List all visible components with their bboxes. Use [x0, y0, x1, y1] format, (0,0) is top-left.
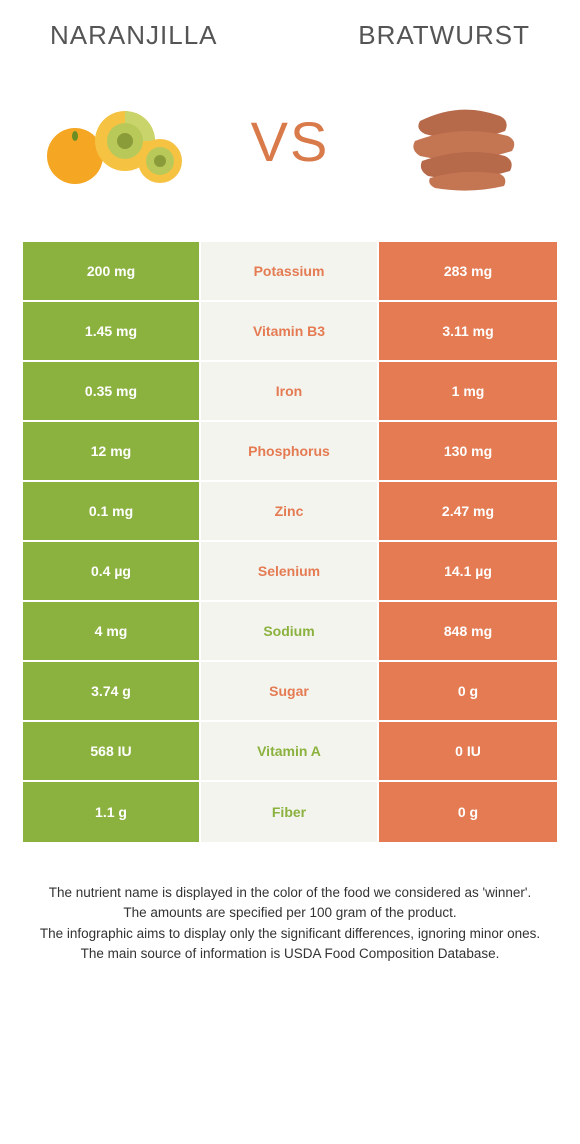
nutrient-label: Zinc: [201, 482, 379, 540]
right-value: 2.47 mg: [379, 482, 557, 540]
left-value: 0.1 mg: [23, 482, 201, 540]
table-row: 1.1 gFiber0 g: [23, 782, 557, 842]
left-value: 568 IU: [23, 722, 201, 780]
table-row: 0.35 mgIron1 mg: [23, 362, 557, 422]
table-row: 568 IUVitamin A0 IU: [23, 722, 557, 782]
left-value: 0.4 µg: [23, 542, 201, 600]
footnote-line: The nutrient name is displayed in the co…: [28, 883, 552, 903]
right-value: 848 mg: [379, 602, 557, 660]
footnote-line: The infographic aims to display only the…: [28, 924, 552, 944]
left-value: 3.74 g: [23, 662, 201, 720]
table-row: 0.1 mgZinc2.47 mg: [23, 482, 557, 542]
nutrition-table: 200 mgPotassium283 mg1.45 mgVitamin B33.…: [22, 241, 558, 843]
nutrient-label: Fiber: [201, 782, 379, 842]
footnote-line: The amounts are specified per 100 gram o…: [28, 903, 552, 923]
naranjilla-image: [40, 81, 190, 201]
right-value: 3.11 mg: [379, 302, 557, 360]
right-value: 14.1 µg: [379, 542, 557, 600]
right-value: 0 g: [379, 782, 557, 842]
table-row: 200 mgPotassium283 mg: [23, 242, 557, 302]
footnote: The nutrient name is displayed in the co…: [28, 883, 552, 964]
right-food-title: BRATWURST: [358, 20, 530, 51]
table-row: 3.74 gSugar0 g: [23, 662, 557, 722]
nutrient-label: Sodium: [201, 602, 379, 660]
nutrient-label: Vitamin B3: [201, 302, 379, 360]
nutrient-label: Sugar: [201, 662, 379, 720]
nutrient-label: Iron: [201, 362, 379, 420]
table-row: 1.45 mgVitamin B33.11 mg: [23, 302, 557, 362]
nutrient-label: Selenium: [201, 542, 379, 600]
nutrient-label: Potassium: [201, 242, 379, 300]
right-value: 0 g: [379, 662, 557, 720]
right-value: 283 mg: [379, 242, 557, 300]
footnote-line: The main source of information is USDA F…: [28, 944, 552, 964]
hero-row: VS: [0, 61, 580, 241]
nutrient-label: Phosphorus: [201, 422, 379, 480]
vs-label: VS: [251, 109, 330, 174]
header: NARANJILLA BRATWURST: [0, 0, 580, 61]
right-value: 0 IU: [379, 722, 557, 780]
left-value: 0.35 mg: [23, 362, 201, 420]
left-value: 200 mg: [23, 242, 201, 300]
left-value: 4 mg: [23, 602, 201, 660]
table-row: 4 mgSodium848 mg: [23, 602, 557, 662]
left-value: 1.1 g: [23, 782, 201, 842]
table-row: 12 mgPhosphorus130 mg: [23, 422, 557, 482]
right-value: 1 mg: [379, 362, 557, 420]
nutrient-label: Vitamin A: [201, 722, 379, 780]
left-value: 1.45 mg: [23, 302, 201, 360]
bratwurst-image: [390, 81, 540, 201]
table-row: 0.4 µgSelenium14.1 µg: [23, 542, 557, 602]
left-food-title: NARANJILLA: [50, 20, 218, 51]
right-value: 130 mg: [379, 422, 557, 480]
left-value: 12 mg: [23, 422, 201, 480]
